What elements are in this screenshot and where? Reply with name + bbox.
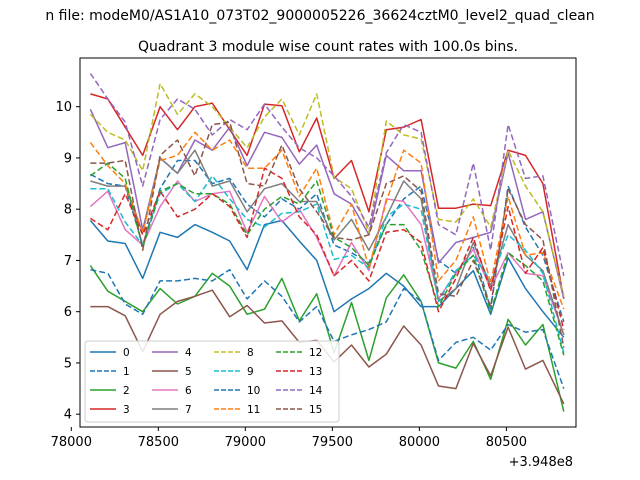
x-tick-label: 78500 [138,435,179,450]
x-tick-label: 79000 [225,435,266,450]
series-line-7 [90,149,565,336]
y-tick-label: 5 [64,356,72,371]
legend-label-6: 6 [185,385,192,397]
series-line-14 [89,72,565,276]
x-axis-offset-label: +3.948e8 [509,455,573,470]
x-tick-label: 78000 [51,435,92,450]
legend-label-9: 9 [247,366,254,378]
legend-label-7: 7 [185,404,192,416]
legend-label-11: 11 [247,404,260,416]
plot-area: 78000 78500 79000 79500 80000 80500 45678910 … [51,57,577,470]
series-line-8 [89,82,565,297]
x-tick-label: 79500 [312,435,353,450]
series-line-12 [89,162,565,356]
series-line-1 [90,159,565,323]
legend-label-12: 12 [309,347,322,359]
legend-label-5: 5 [185,366,192,378]
series-line-13 [89,167,565,330]
x-axis: 78000 78500 79000 79500 80000 80500 [51,427,527,450]
series-line-9 [90,175,565,353]
legend-label-1: 1 [123,366,130,378]
legend-label-0: 0 [123,347,130,359]
chart-title: Quadrant 3 module wise count rates with … [138,39,518,55]
legend-frame [84,340,340,423]
legend-label-4: 4 [185,347,192,359]
figure-suptitle: n file: modeM0/AS1A10_073T02_9000005226_… [45,8,594,24]
legend-label-13: 13 [309,366,322,378]
legend-label-10: 10 [247,385,260,397]
legend-label-8: 8 [247,347,254,359]
y-tick-label: 6 [64,305,72,320]
legend-label-15: 15 [309,404,322,416]
y-axis: 4 5 6 7 8 9 10 [55,100,80,423]
x-tick-label: 80500 [486,435,527,450]
legend-label-14: 14 [309,385,323,397]
y-tick-label: 10 [55,100,72,115]
axes-frame [79,57,577,428]
series-line-0 [89,219,565,338]
legend-label-2: 2 [123,385,130,397]
y-tick-label: 9 [64,151,72,166]
legend-label-3: 3 [123,404,130,416]
series-line-11 [89,131,565,310]
series-line-15 [90,121,565,348]
y-tick-label: 8 [64,203,72,218]
y-tick-label: 4 [64,408,72,423]
y-tick-label: 7 [64,254,72,269]
x-tick-label: 80000 [399,435,440,450]
series-line-10 [90,268,565,389]
